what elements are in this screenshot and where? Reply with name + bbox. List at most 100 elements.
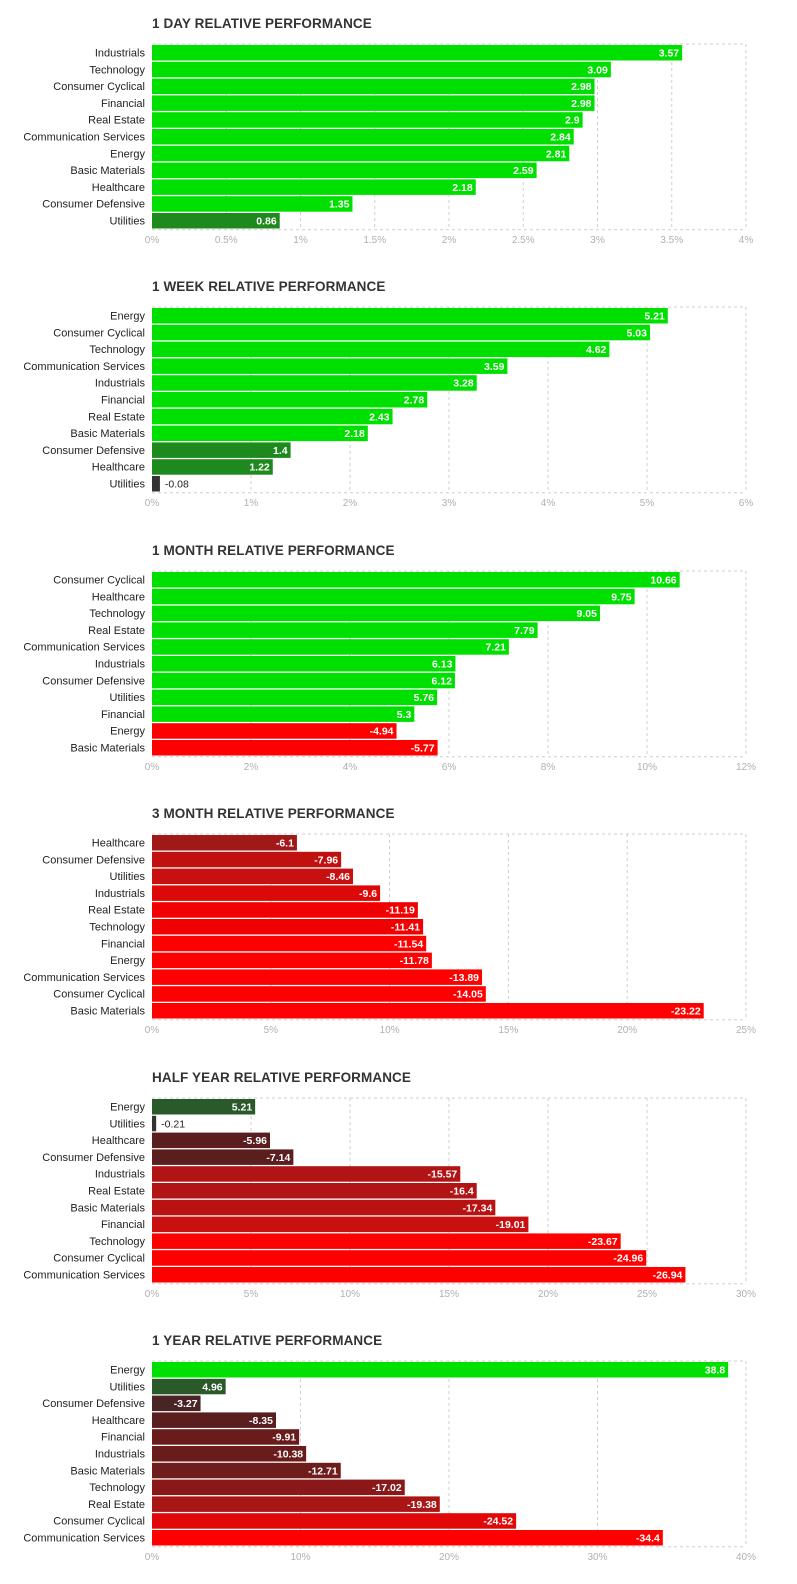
- chart-panel-3-month: 3 MONTH RELATIVE PERFORMANCE Healthcare -…: [0, 790, 797, 1040]
- tick-label: 20%: [439, 1552, 459, 1563]
- category-label: Consumer Cyclical: [53, 1516, 145, 1528]
- bar: [152, 1199, 496, 1216]
- value-label: -7.96: [314, 854, 338, 866]
- bar: [152, 723, 397, 739]
- tick-label: 6%: [442, 762, 457, 773]
- bar: [152, 459, 273, 475]
- bar: [152, 1395, 201, 1412]
- tick-label: 5%: [264, 1025, 279, 1036]
- bar: [152, 1166, 461, 1182]
- value-label: 3.59: [484, 361, 505, 373]
- value-label: 3.09: [587, 64, 608, 76]
- bar: [152, 425, 368, 442]
- tick-label: 4%: [541, 498, 556, 509]
- category-label: Consumer Cyclical: [53, 1253, 145, 1265]
- value-label: -4.94: [370, 726, 394, 738]
- bar: [152, 935, 427, 952]
- category-label: Technology: [89, 922, 145, 934]
- bar: [152, 358, 508, 374]
- bar: [152, 656, 456, 672]
- tick-label: 0%: [145, 1289, 160, 1300]
- category-label: Consumer Defensive: [42, 445, 145, 457]
- bar: [152, 61, 611, 78]
- value-label: -11.54: [394, 938, 423, 950]
- value-label: 5.21: [644, 311, 665, 323]
- category-label: Communication Services: [23, 361, 145, 373]
- bar: [152, 196, 353, 212]
- category-label: Technology: [89, 64, 145, 76]
- value-label: -14.05: [453, 989, 483, 1001]
- value-label: -8.46: [326, 871, 350, 883]
- bar: [152, 1412, 276, 1428]
- category-label: Basic Materials: [70, 165, 145, 177]
- bar: [152, 1149, 294, 1165]
- bar: [152, 78, 595, 95]
- value-label: -9.6: [359, 888, 377, 900]
- bar: [152, 1003, 704, 1019]
- value-label: -11.19: [386, 905, 415, 917]
- chart-title: HALF YEAR RELATIVE PERFORMANCE: [152, 1070, 412, 1085]
- value-label: 3.28: [453, 378, 474, 390]
- value-label: 1.4: [273, 445, 288, 457]
- bar: [152, 1216, 529, 1233]
- value-label: -13.89: [449, 972, 479, 984]
- bar: [152, 179, 476, 195]
- value-label: 6.12: [432, 675, 453, 687]
- category-label: Financial: [101, 938, 145, 950]
- category-label: Consumer Defensive: [42, 1398, 145, 1410]
- value-label: 2.18: [452, 182, 473, 194]
- value-label: -24.96: [613, 1253, 643, 1265]
- bar: [152, 408, 393, 425]
- category-label: Utilities: [110, 1118, 146, 1130]
- value-label: -6.1: [276, 838, 294, 850]
- bar-chart-1-day: Industrials 3.57 Technology 3.09 Consumer Cy…: [23, 43, 753, 246]
- category-label: Communication Services: [23, 132, 145, 144]
- chart-title: 1 WEEK RELATIVE PERFORMANCE: [152, 279, 386, 294]
- value-label: 10.66: [650, 575, 676, 587]
- bar: [152, 740, 438, 756]
- bar: [152, 1530, 663, 1546]
- value-label: -24.52: [483, 1516, 513, 1528]
- bar: [152, 1362, 729, 1378]
- tick-label: 1%: [244, 498, 259, 509]
- value-label: -5.77: [411, 743, 435, 755]
- value-label: 4.96: [202, 1381, 223, 1393]
- tick-label: 10%: [340, 1289, 360, 1300]
- category-label: Real Estate: [88, 1499, 145, 1511]
- tick-label: 1%: [293, 235, 308, 246]
- tick-label: 10%: [637, 762, 657, 773]
- category-label: Industrials: [95, 888, 146, 900]
- value-label: 2.78: [404, 395, 425, 407]
- category-label: Healthcare: [92, 462, 145, 474]
- category-label: Real Estate: [88, 905, 145, 917]
- bar: [152, 1250, 647, 1266]
- tick-label: 0%: [145, 235, 160, 246]
- value-label: -11.78: [400, 955, 429, 967]
- bar: [152, 1479, 405, 1496]
- tick-label: 6%: [739, 498, 754, 509]
- bar: [152, 639, 509, 655]
- value-label: 7.79: [514, 625, 535, 637]
- value-label: 1.22: [249, 462, 270, 474]
- tick-label: 10%: [290, 1552, 310, 1563]
- category-label: Healthcare: [92, 838, 145, 850]
- category-label: Financial: [101, 395, 145, 407]
- tick-label: 0%: [145, 1025, 160, 1036]
- category-label: Industrials: [95, 1449, 146, 1461]
- value-label: 1.35: [329, 199, 350, 211]
- tick-label: 15%: [498, 1025, 518, 1036]
- bar: [152, 1429, 300, 1445]
- tick-label: 0.5%: [215, 235, 238, 246]
- value-label: 38.8: [705, 1365, 726, 1377]
- bar: [152, 572, 680, 588]
- category-label: Technology: [89, 1482, 145, 1494]
- value-label: -16.4: [450, 1186, 474, 1198]
- category-label: Energy: [110, 955, 145, 967]
- tick-label: 0%: [145, 762, 160, 773]
- value-label: -26.94: [653, 1270, 683, 1282]
- bar: [152, 308, 668, 324]
- tick-label: 3%: [590, 235, 605, 246]
- bar-chart-1-year: Energy 38.8 Utilities 4.96 Consumer Defensiv…: [23, 1360, 756, 1563]
- bar: [152, 1378, 226, 1395]
- tick-label: 0%: [145, 498, 160, 509]
